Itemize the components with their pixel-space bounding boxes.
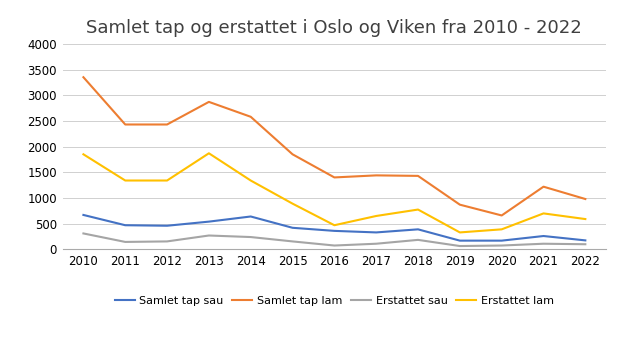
Erstattet lam [372,214,380,218]
Samlet tap lam [121,122,129,126]
Samlet tap sau [414,227,422,232]
Samlet tap sau [582,238,589,242]
Erstattet lam [79,152,87,156]
Erstattet sau [289,239,296,243]
Erstattet lam [582,217,589,221]
Legend: Samlet tap sau, Samlet tap lam, Erstattet sau, Erstattet lam: Samlet tap sau, Samlet tap lam, Erstatte… [111,292,558,311]
Erstattet lam [205,151,212,155]
Samlet tap lam [205,100,212,104]
Samlet tap lam [289,152,296,156]
Samlet tap lam [372,173,380,177]
Erstattet lam [331,223,338,227]
Erstattet sau [247,235,254,239]
Erstattet sau [372,242,380,246]
Erstattet sau [582,242,589,246]
Samlet tap sau [498,239,506,243]
Erstattet lam [247,179,254,183]
Erstattet sau [498,244,506,248]
Samlet tap lam [247,115,254,119]
Samlet tap sau [247,214,254,218]
Samlet tap lam [540,185,548,189]
Erstattet sau [163,239,171,243]
Samlet tap sau [205,220,212,224]
Erstattet sau [205,234,212,238]
Erstattet sau [121,240,129,244]
Samlet tap lam [163,122,171,126]
Samlet tap sau [456,239,464,243]
Samlet tap lam [456,203,464,207]
Samlet tap sau [79,213,87,217]
Erstattet lam [456,231,464,235]
Title: Samlet tap og erstattet i Oslo og Viken fra 2010 - 2022: Samlet tap og erstattet i Oslo og Viken … [86,19,582,37]
Erstattet lam [540,211,548,215]
Erstattet sau [540,242,548,246]
Samlet tap lam [331,175,338,179]
Erstattet lam [498,227,506,232]
Samlet tap lam [414,174,422,178]
Samlet tap lam [79,75,87,79]
Erstattet lam [289,202,296,206]
Line: Erstattet lam: Erstattet lam [83,153,586,233]
Erstattet lam [163,179,171,183]
Erstattet sau [79,232,87,236]
Samlet tap sau [289,226,296,230]
Erstattet sau [331,244,338,248]
Line: Samlet tap lam: Samlet tap lam [83,77,586,215]
Line: Samlet tap sau: Samlet tap sau [83,215,586,241]
Samlet tap sau [372,231,380,235]
Erstattet sau [456,244,464,248]
Samlet tap sau [121,223,129,227]
Samlet tap lam [582,197,589,201]
Erstattet lam [121,179,129,183]
Samlet tap sau [331,229,338,233]
Line: Erstattet sau: Erstattet sau [83,234,586,246]
Erstattet sau [414,238,422,242]
Samlet tap lam [498,213,506,217]
Samlet tap sau [540,234,548,238]
Samlet tap sau [163,224,171,228]
Erstattet lam [414,208,422,212]
